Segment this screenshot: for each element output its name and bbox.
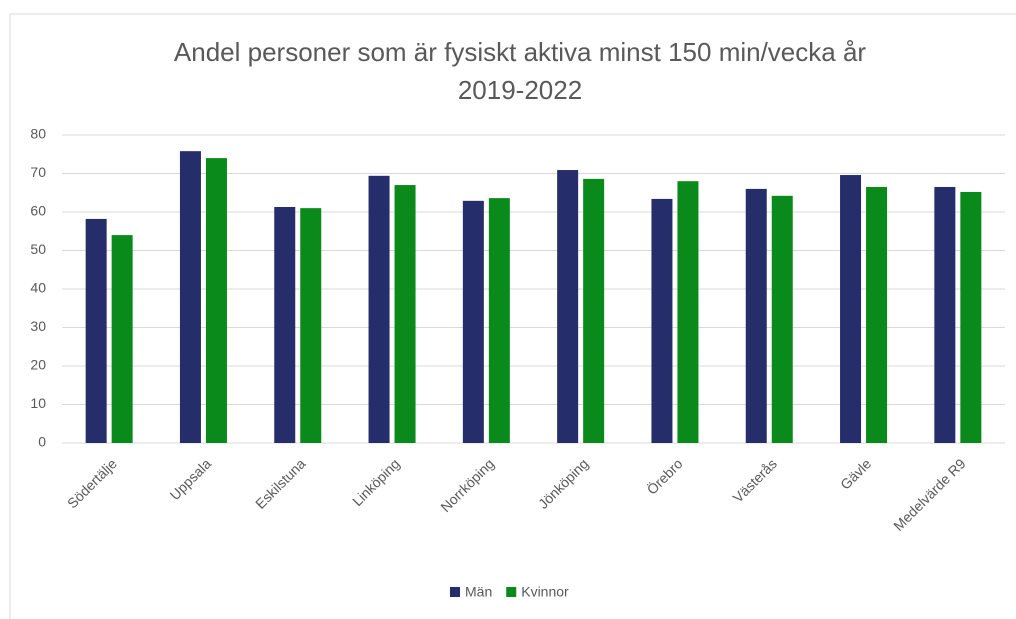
legend-swatch (450, 587, 460, 597)
x-tick-label: Södertälje (64, 455, 120, 511)
y-tick-label: 0 (38, 434, 46, 450)
x-tick-label: Medelvärde R9 (890, 455, 969, 534)
y-tick-label: 40 (30, 280, 46, 296)
bar (488, 198, 510, 443)
bar (934, 186, 956, 443)
x-tick-label: Västerås (730, 455, 780, 505)
bar (300, 208, 322, 443)
bar (111, 235, 133, 443)
bar (840, 175, 862, 444)
bar (368, 175, 390, 443)
x-tick-label: Linköping (349, 455, 403, 509)
y-tick-label: 60 (30, 203, 46, 219)
bar (651, 198, 673, 443)
bar (179, 151, 201, 444)
bar (394, 185, 416, 444)
x-tick-label: Gävle (837, 455, 874, 492)
bar (462, 200, 484, 443)
bar (771, 195, 793, 443)
legend-swatch (506, 587, 517, 597)
bar (583, 178, 605, 443)
bar (960, 191, 982, 443)
bar (205, 158, 227, 443)
x-tick-label: Jönköping (535, 455, 591, 511)
x-tick-label: Norrköping (437, 455, 497, 515)
y-tick-label: 30 (30, 318, 46, 334)
y-tick-label: 70 (30, 164, 46, 180)
bar (274, 206, 296, 443)
bar (557, 170, 579, 443)
x-tick-label: Örebro (643, 455, 686, 498)
x-tick-label: Eskilstuna (252, 455, 309, 512)
y-tick-label: 50 (30, 241, 46, 257)
chart-title: 2019-2022 (458, 75, 582, 105)
y-tick-label: 10 (30, 395, 46, 411)
bar (85, 218, 107, 443)
bar (745, 188, 767, 443)
legend-label: Kvinnor (521, 584, 569, 600)
chart-title: Andel personer som är fysiskt aktiva min… (174, 37, 867, 67)
legend-label: Män (465, 584, 492, 600)
bar (866, 186, 888, 443)
y-tick-label: 80 (30, 126, 46, 142)
y-tick-label: 20 (30, 357, 46, 373)
x-tick-label: Uppsala (167, 455, 215, 503)
bar (677, 181, 699, 443)
